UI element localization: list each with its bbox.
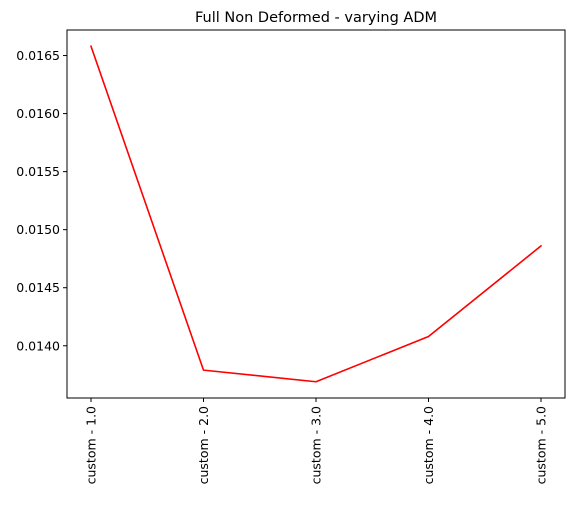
x-tick-label: custom - 4.0: [421, 406, 436, 484]
series-line: [89, 45, 543, 383]
plot-frame: [66, 29, 566, 399]
y-tick-label: 0.0145: [16, 280, 60, 295]
x-tick-label: custom - 5.0: [534, 406, 549, 484]
x-axis: custom - 1.0 custom - 2.0 custom - 3.0 cust…: [84, 398, 549, 484]
x-tick-label: custom - 3.0: [309, 406, 324, 484]
y-tick-label: 0.0150: [16, 222, 60, 237]
x-tick-label: custom - 1.0: [84, 406, 99, 484]
plot-area: [67, 30, 565, 398]
y-tick-label: 0.0140: [16, 338, 60, 353]
chart-title: Full Non Deformed - varying ADM: [195, 10, 437, 26]
series-group: [89, 45, 543, 383]
x-tick-label: custom - 2.0: [196, 406, 211, 484]
y-tick-label: 0.0165: [16, 48, 60, 63]
y-tick-label: 0.0155: [16, 164, 60, 179]
y-axis: 0.0140 0.0145 0.0150 0.0155 0.0160 0.0165: [16, 48, 67, 353]
y-tick-label: 0.0160: [16, 106, 60, 121]
